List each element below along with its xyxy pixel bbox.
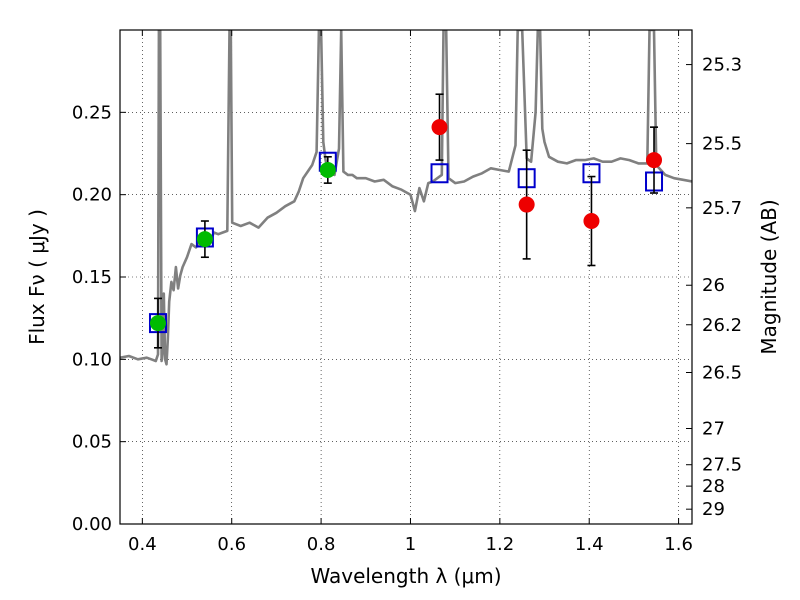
grid: [120, 30, 692, 524]
mag-tick-label: 25.5: [702, 134, 742, 155]
x-tick-label: 1: [405, 534, 416, 555]
observed-point: [319, 161, 336, 178]
observed-point: [583, 213, 600, 230]
x-tick-label: 0.8: [307, 534, 336, 555]
y-tick-label: 0.10: [72, 349, 112, 370]
y-tick-label: 0.05: [72, 432, 112, 453]
x-tick-label: 1.6: [664, 534, 693, 555]
x-tick-label: 0.6: [217, 534, 246, 555]
mag-tick-label: 25.3: [702, 55, 742, 76]
observed-point: [196, 231, 213, 248]
mag-tick-label: 28: [702, 476, 725, 497]
x-axis-label: Wavelength λ (μm): [310, 564, 501, 588]
spectrum-line: [120, 30, 692, 366]
mag-tick-label: 26.5: [702, 363, 742, 384]
plot-area: [120, 30, 692, 366]
observed-point: [518, 196, 535, 213]
y-tick-label: 0.15: [72, 267, 112, 288]
mag-tick-label: 25.7: [702, 198, 742, 219]
observed-point: [646, 152, 663, 169]
mag-tick-label: 26.2: [702, 315, 742, 336]
x-tick-label: 0.4: [128, 534, 157, 555]
model-photometry-square: [430, 163, 449, 184]
observed-point: [149, 315, 166, 332]
mag-tick-label: 27.5: [702, 455, 742, 476]
y-axis-right-label: Magnitude (AB): [757, 199, 781, 354]
markers: [148, 93, 664, 349]
y-tick-label: 0.25: [72, 102, 112, 123]
y-tick-label: 0.00: [72, 514, 112, 535]
x-tick-label: 1.2: [486, 534, 515, 555]
mag-tick-label: 26: [702, 275, 725, 296]
y-axis-label: Flux Fν ( μJy ): [25, 209, 49, 345]
mag-tick-label: 29: [702, 499, 725, 520]
observed-point: [431, 119, 448, 136]
x-tick-label: 1.4: [575, 534, 604, 555]
y-tick-label: 0.20: [72, 185, 112, 206]
plot-frame: [119, 29, 693, 525]
mag-tick-label: 27: [702, 418, 725, 439]
axes: 0.4 0.6 0.8 1 1.2 1.4 1.6 0.00 0.05 0.10 0.15 0.20 0…: [72, 30, 742, 555]
